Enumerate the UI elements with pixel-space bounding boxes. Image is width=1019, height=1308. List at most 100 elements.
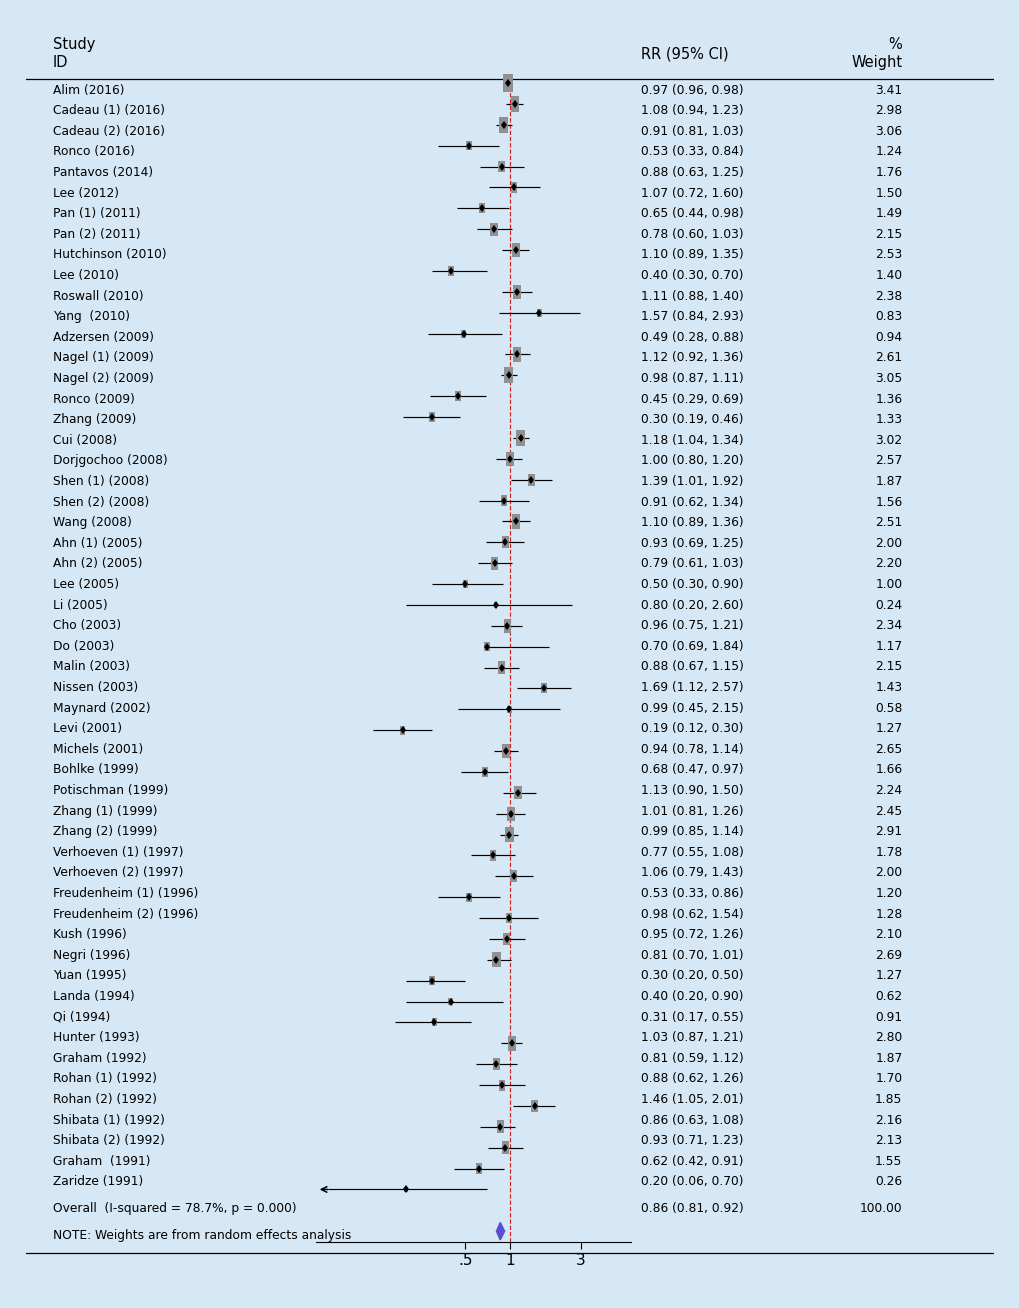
Text: 2.65: 2.65 — [874, 743, 902, 756]
Bar — [516, 430, 525, 446]
Bar — [514, 786, 521, 799]
Text: 0.40 (0.30, 0.70): 0.40 (0.30, 0.70) — [640, 269, 743, 283]
Text: RR (95% CI): RR (95% CI) — [640, 46, 728, 61]
Bar — [540, 684, 546, 693]
Text: Nagel (2) (2009): Nagel (2) (2009) — [53, 371, 153, 385]
Bar — [500, 496, 506, 506]
Text: Cadeau (1) (2016): Cadeau (1) (2016) — [53, 105, 164, 118]
Text: Nissen (2003): Nissen (2003) — [53, 681, 138, 695]
Text: 0.40 (0.20, 0.90): 0.40 (0.20, 0.90) — [640, 990, 743, 1003]
Text: Nagel (1) (2009): Nagel (1) (2009) — [53, 352, 153, 365]
Text: 1.85: 1.85 — [874, 1093, 902, 1107]
Text: Zaridze (1991): Zaridze (1991) — [53, 1176, 143, 1189]
Text: Yuan (1995): Yuan (1995) — [53, 969, 126, 982]
Text: 1.36: 1.36 — [874, 392, 902, 405]
Text: 2.57: 2.57 — [874, 454, 902, 467]
Text: Dorjgochoo (2008): Dorjgochoo (2008) — [53, 454, 167, 467]
Text: 2.51: 2.51 — [874, 517, 902, 530]
Text: 2.10: 2.10 — [874, 929, 902, 942]
Bar — [497, 662, 504, 674]
Text: Lee (2005): Lee (2005) — [53, 578, 118, 591]
Bar — [498, 161, 504, 173]
Text: Pantavos (2014): Pantavos (2014) — [53, 166, 153, 179]
Bar — [496, 1121, 503, 1133]
Bar — [484, 642, 489, 651]
Text: Ahn (1) (2005): Ahn (1) (2005) — [53, 536, 142, 549]
Text: NOTE: Weights are from random effects analysis: NOTE: Weights are from random effects an… — [53, 1230, 351, 1241]
Text: Lee (2012): Lee (2012) — [53, 187, 118, 200]
Text: Rohan (2) (1992): Rohan (2) (1992) — [53, 1093, 157, 1107]
Text: 1.56: 1.56 — [874, 496, 902, 509]
Text: 1.11 (0.88, 1.40): 1.11 (0.88, 1.40) — [640, 289, 743, 302]
Text: Zhang (2009): Zhang (2009) — [53, 413, 136, 426]
Bar — [528, 473, 534, 485]
Text: 1.66: 1.66 — [874, 764, 902, 777]
Text: Cadeau (2) (2016): Cadeau (2) (2016) — [53, 124, 164, 137]
Bar — [447, 266, 453, 276]
Text: 2.24: 2.24 — [874, 783, 902, 797]
Text: 0.53 (0.33, 0.84): 0.53 (0.33, 0.84) — [640, 145, 743, 158]
Text: 1.01 (0.81, 1.26): 1.01 (0.81, 1.26) — [640, 804, 743, 818]
Text: 1.43: 1.43 — [874, 681, 902, 695]
Text: 0.62 (0.42, 0.91): 0.62 (0.42, 0.91) — [640, 1155, 743, 1168]
Text: 2.34: 2.34 — [874, 619, 902, 632]
Bar — [501, 536, 508, 548]
Text: Li (2005): Li (2005) — [53, 599, 107, 612]
Text: 1.07 (0.72, 1.60): 1.07 (0.72, 1.60) — [640, 187, 743, 200]
Text: 0.96 (0.75, 1.21): 0.96 (0.75, 1.21) — [640, 619, 743, 632]
Text: Alim (2016): Alim (2016) — [53, 84, 124, 97]
Text: 0.50 (0.30, 0.90): 0.50 (0.30, 0.90) — [640, 578, 743, 591]
Text: 0.58: 0.58 — [874, 701, 902, 714]
Bar — [531, 1100, 537, 1112]
Bar — [498, 1079, 504, 1091]
Text: Potischman (1999): Potischman (1999) — [53, 783, 168, 797]
Text: 0.78 (0.60, 1.03): 0.78 (0.60, 1.03) — [640, 228, 743, 241]
Text: 1.20: 1.20 — [874, 887, 902, 900]
Bar — [455, 391, 461, 402]
Text: 1.46 (1.05, 2.01): 1.46 (1.05, 2.01) — [640, 1093, 743, 1107]
Text: 2.20: 2.20 — [874, 557, 902, 570]
Text: 1.27: 1.27 — [874, 969, 902, 982]
Text: Malin (2003): Malin (2003) — [53, 661, 129, 674]
Text: Verhoeven (1) (1997): Verhoeven (1) (1997) — [53, 846, 183, 859]
Text: 1.18 (1.04, 1.34): 1.18 (1.04, 1.34) — [640, 434, 743, 447]
Text: 2.80: 2.80 — [874, 1031, 902, 1044]
Text: 0.88 (0.63, 1.25): 0.88 (0.63, 1.25) — [640, 166, 743, 179]
Bar — [513, 347, 521, 362]
Text: 1.24: 1.24 — [874, 145, 902, 158]
Text: Freudenheim (2) (1996): Freudenheim (2) (1996) — [53, 908, 198, 921]
Text: 0.26: 0.26 — [874, 1176, 902, 1189]
Text: Hutchinson (2010): Hutchinson (2010) — [53, 249, 166, 262]
Text: 2.61: 2.61 — [874, 352, 902, 365]
Text: 1.78: 1.78 — [874, 846, 902, 859]
Text: 1.69 (1.12, 2.57): 1.69 (1.12, 2.57) — [640, 681, 743, 695]
Text: 0.99 (0.85, 1.14): 0.99 (0.85, 1.14) — [640, 825, 743, 838]
Text: 0.49 (0.28, 0.88): 0.49 (0.28, 0.88) — [640, 331, 743, 344]
Text: Do (2003): Do (2003) — [53, 640, 114, 653]
Text: 1.10 (0.89, 1.35): 1.10 (0.89, 1.35) — [640, 249, 743, 262]
Text: 0.79 (0.61, 1.03): 0.79 (0.61, 1.03) — [640, 557, 743, 570]
Text: Overall  (I-squared = 78.7%, p = 0.000): Overall (I-squared = 78.7%, p = 0.000) — [53, 1202, 296, 1215]
Bar — [476, 1163, 482, 1173]
Text: 1.03 (0.87, 1.21): 1.03 (0.87, 1.21) — [640, 1031, 743, 1044]
Text: Ahn (2) (2005): Ahn (2) (2005) — [53, 557, 142, 570]
Text: Cui (2008): Cui (2008) — [53, 434, 116, 447]
Text: Shibata (1) (1992): Shibata (1) (1992) — [53, 1113, 164, 1126]
Text: 0.94: 0.94 — [874, 331, 902, 344]
Text: 1.28: 1.28 — [874, 908, 902, 921]
Bar — [431, 1019, 436, 1027]
Bar — [510, 870, 517, 883]
Text: 1.40: 1.40 — [874, 269, 902, 283]
Text: 0.77 (0.55, 1.08): 0.77 (0.55, 1.08) — [640, 846, 743, 859]
Text: 3.41: 3.41 — [874, 84, 902, 97]
Bar — [506, 807, 514, 820]
Text: 2.53: 2.53 — [874, 249, 902, 262]
Text: 1.57 (0.84, 2.93): 1.57 (0.84, 2.93) — [640, 310, 743, 323]
Bar — [429, 412, 434, 422]
Text: Graham (1992): Graham (1992) — [53, 1052, 146, 1065]
Text: Zhang (1) (1999): Zhang (1) (1999) — [53, 804, 157, 818]
Text: 0.30 (0.19, 0.46): 0.30 (0.19, 0.46) — [640, 413, 743, 426]
Text: 1.87: 1.87 — [874, 1052, 902, 1065]
Bar — [490, 557, 498, 570]
Text: 0.93 (0.69, 1.25): 0.93 (0.69, 1.25) — [640, 536, 743, 549]
